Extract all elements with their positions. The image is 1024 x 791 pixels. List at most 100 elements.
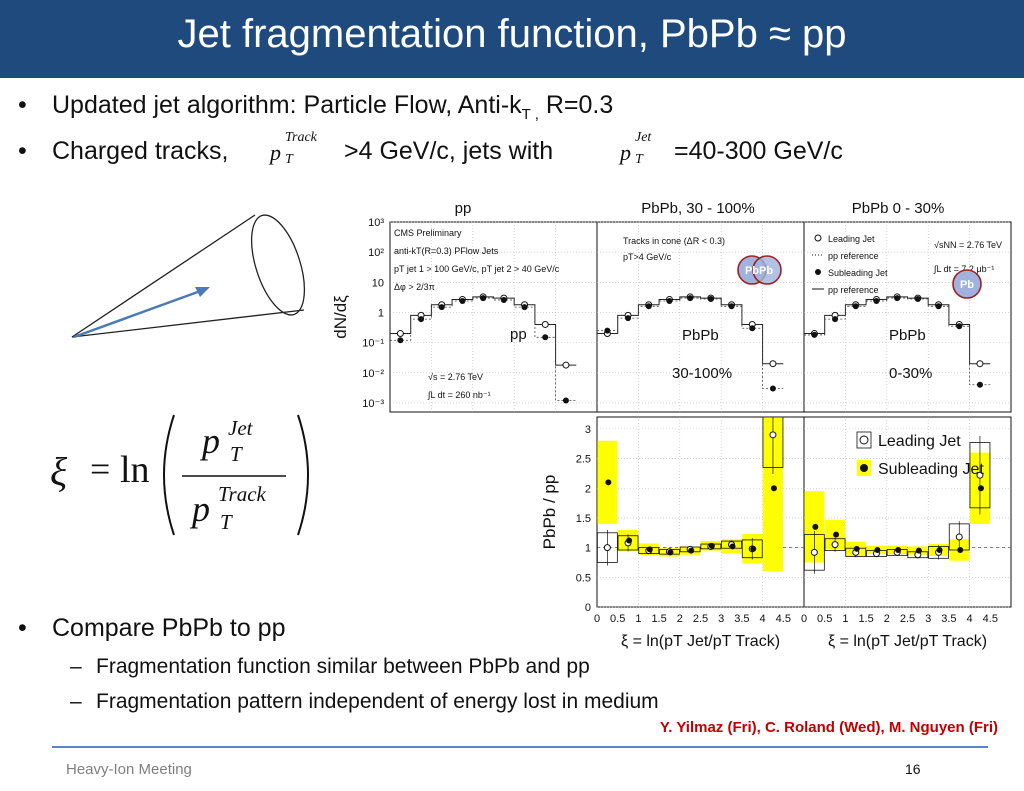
jet-axis-arrow [73,287,207,339]
bottom-x-tick-label: 1.5 [858,613,873,625]
right-annotation: ∫L dt = 7.2 μb⁻¹ [933,264,994,274]
bottom-y-tick-label: 3 [585,424,591,436]
bottom-x-tick-label: 0.5 [610,613,625,625]
subleading-jet-point [707,295,714,302]
subleading-jet-point [873,297,880,304]
numerator-jet: Jet [228,416,253,440]
subleading-jet-ratio-point [729,543,736,550]
subleading-jet-ratio-point [957,547,964,553]
xi-symbol: ξ [50,449,68,494]
legend-label: Subleading Jet [828,268,888,278]
bottom-x-tick-label: 3.5 [941,613,956,625]
bottom-x-axis-label: ξ = ln(pT Jet/pT Track) [828,633,987,650]
title-bar [0,0,1024,78]
top-y-tick-label: 10⁻³ [362,398,384,410]
subleading-jet-point [666,297,673,304]
mid-annotation: pT>4 GeV/c [623,252,672,262]
cone-edge-bottom [71,309,305,338]
legend-label: Leading Jet [828,234,875,244]
top-y-tick-label: 1 [378,307,384,319]
leading-jet-ratio-point [976,471,984,479]
subleading-jet-point [769,385,776,392]
bullet-dot: • [18,614,27,642]
numerator-T: T [230,442,242,466]
subleading-jet-point [397,337,404,344]
credit-line: Y. Yilmaz (Fri), C. Roland (Wed), M. Ngu… [659,719,998,736]
bottom-x-tick-label: 0.5 [817,613,832,625]
subleading-jet-ratio-point [915,547,922,554]
slide-title: Jet fragmentation function, PbPb ≈ pp [177,12,847,56]
bottom-x-tick-label: 4 [967,613,973,625]
column-title: pp [455,200,472,217]
bottom-y-tick-label: 1.5 [576,513,591,525]
badge-circle [952,269,982,299]
pp-annotation: pT jet 1 > 100 GeV/c, pT jet 2 > 40 GeV/… [394,264,560,274]
bottom-x-tick-label: 2.5 [900,613,915,625]
bottom-y-tick-label: 0 [585,602,591,614]
subleading-jet-point [459,297,466,304]
column-title: PbPb, 30 - 100% [641,200,754,217]
leading-jet-ratio-point [955,533,963,541]
numerator-p: p [202,421,220,461]
bullet-subscript: T , [521,106,539,123]
subleading-jet-point [749,325,756,332]
right-annotation: √sNN = 2.76 TeV [934,240,1002,250]
subleading-jet-point [645,303,652,310]
bottom-panel-frame [803,416,1012,608]
subleading-jet-ratio-point [646,546,653,553]
bullet-text-b: R=0.3 [538,91,614,119]
subleading-jet-point [562,397,569,404]
bottom-x-tick-label: 3 [925,613,931,625]
subleading-jet-point [500,296,507,303]
bullet-compare-text: Compare PbPb to pp [52,614,286,642]
pp-annotation: ∫L dt = 260 nb⁻¹ [427,390,491,400]
denominator-p: p [192,489,210,529]
leading-jet-ratio-point [769,431,777,439]
top-y-tick-label: 10⁻² [362,368,384,380]
bottom-x-tick-label: 2 [884,613,890,625]
leading-jet-point [976,360,984,368]
subleading-syst-band [762,417,783,572]
badge-circle-right [752,255,782,285]
bullet-text-a: Updated jet algorithm: Particle Flow, An… [52,91,522,119]
subleading-jet-ratio-point [605,479,612,486]
bottom-x-tick-label: 1 [635,613,641,625]
top-y-tick-label: 10 [372,277,384,289]
mid-annotation: Tracks in cone (ΔR < 0.3) [623,236,725,246]
subleading-jet-point [604,327,611,334]
subleading-jet-ratio-point [770,485,777,492]
subleading-jet-ratio-point [750,545,757,552]
bottom-x-tick-label: 1 [842,613,848,625]
bottom-x-tick-label: 1.5 [651,613,666,625]
leading-jet-ratio-point [810,548,818,556]
legend-label: pp reference [828,251,879,261]
mid-big-label: 30-100% [672,365,732,382]
column-title: PbPb 0 - 30% [852,200,945,217]
subleading-jet-ratio-point [812,523,819,530]
bottom-y-tick-label: 1 [585,543,591,555]
leading-jet-point [562,361,570,369]
leading-jet-point [769,360,777,368]
subleading-jet-ratio-point [688,547,695,554]
bullet-text-a: Charged tracks, [52,137,229,165]
bottom-x-tick-label: 2 [677,613,683,625]
bottom-x-tick-label: 4.5 [983,613,998,625]
subleading-jet-point [811,331,818,338]
bullet-algorithm: • Updated jet algorithm: Particle Flow, … [18,91,614,123]
top-y-tick-label: 10³ [368,217,384,229]
legend-leading-marker [814,234,822,242]
bottom-legend-label: Subleading Jet [878,461,984,478]
bullet-tracks-b: >4 GeV/c, jets with [344,137,554,165]
subleading-jet-point [418,316,425,323]
bottom-x-tick-label: 3 [718,613,724,625]
mid-big-label: PbPb [682,327,719,344]
bottom-legend-label: Leading Jet [878,433,961,450]
subleading-jet-point [976,381,983,388]
formula-brackets [163,414,309,536]
leading-jet-ratio-point [603,544,611,552]
bottom-legend-subleading-marker [860,464,868,472]
bullet-tracks: • Charged tracks, [18,137,229,166]
subleading-jet-point [894,295,901,302]
subleading-jet-ratio-point [833,531,840,538]
bottom-x-tick-label: 0 [801,613,807,625]
